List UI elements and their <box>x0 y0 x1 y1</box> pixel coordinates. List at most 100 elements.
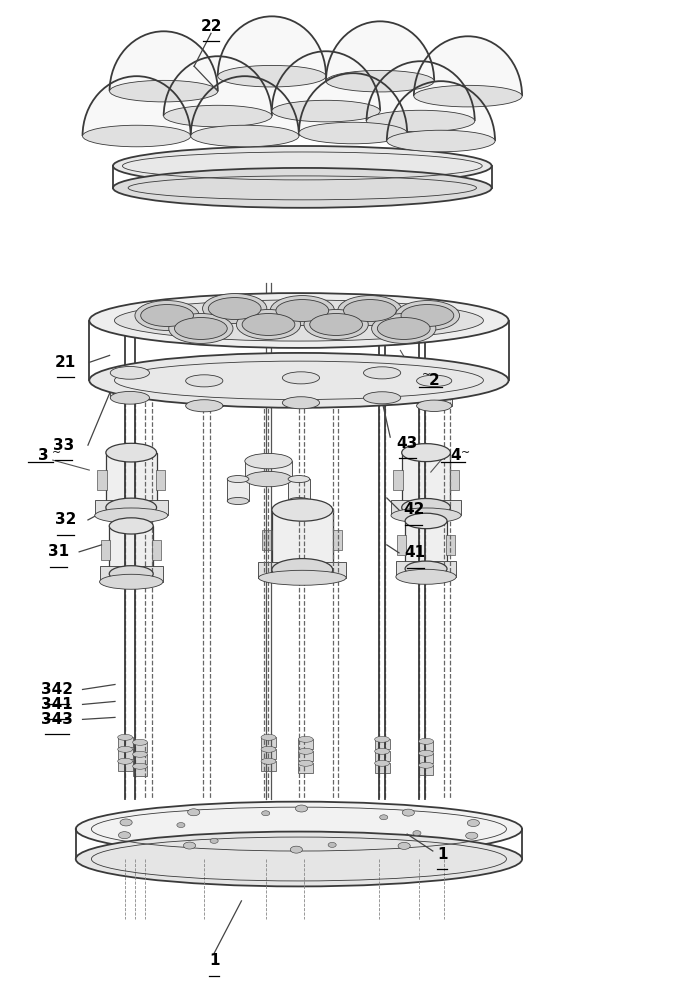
Ellipse shape <box>310 314 363 335</box>
Ellipse shape <box>290 846 302 853</box>
Ellipse shape <box>169 314 233 343</box>
Ellipse shape <box>100 574 163 589</box>
Bar <box>445 535 455 555</box>
Ellipse shape <box>164 105 272 127</box>
Ellipse shape <box>375 760 390 766</box>
Bar <box>298 739 313 749</box>
Bar <box>97 470 107 490</box>
Bar <box>152 540 162 560</box>
Ellipse shape <box>118 832 130 839</box>
Ellipse shape <box>245 453 292 469</box>
Ellipse shape <box>363 367 401 379</box>
Ellipse shape <box>94 508 168 523</box>
Ellipse shape <box>113 146 492 186</box>
Bar <box>419 741 433 751</box>
Text: ~: ~ <box>422 370 431 380</box>
Bar <box>261 761 276 771</box>
Ellipse shape <box>187 809 200 816</box>
Ellipse shape <box>272 559 333 581</box>
Ellipse shape <box>304 310 368 339</box>
Text: 342: 342 <box>41 682 73 697</box>
Text: 1: 1 <box>209 953 219 968</box>
Ellipse shape <box>261 758 276 764</box>
Text: 4: 4 <box>450 448 461 463</box>
Bar <box>100 566 163 582</box>
Ellipse shape <box>109 518 153 534</box>
Ellipse shape <box>378 318 430 339</box>
Ellipse shape <box>288 497 310 505</box>
Ellipse shape <box>419 750 433 756</box>
Bar <box>110 373 149 398</box>
Bar <box>132 754 147 764</box>
Text: 32: 32 <box>55 512 76 527</box>
Bar <box>156 470 166 490</box>
Ellipse shape <box>261 746 276 752</box>
Ellipse shape <box>177 823 185 828</box>
Ellipse shape <box>83 125 191 147</box>
Ellipse shape <box>405 561 447 577</box>
Ellipse shape <box>218 65 326 87</box>
Ellipse shape <box>326 70 434 92</box>
Bar <box>417 381 452 406</box>
Bar <box>259 562 346 578</box>
Ellipse shape <box>401 305 454 326</box>
Ellipse shape <box>295 805 308 812</box>
Ellipse shape <box>175 318 227 339</box>
Ellipse shape <box>90 293 509 348</box>
Bar <box>101 540 111 560</box>
Bar <box>272 510 333 570</box>
Ellipse shape <box>106 443 157 462</box>
Ellipse shape <box>298 760 313 766</box>
Ellipse shape <box>76 832 522 886</box>
Ellipse shape <box>375 736 390 742</box>
Ellipse shape <box>328 842 336 847</box>
Ellipse shape <box>276 300 329 321</box>
Text: 341: 341 <box>41 697 73 712</box>
Ellipse shape <box>419 762 433 768</box>
Bar <box>117 749 132 759</box>
Bar <box>282 378 320 403</box>
Bar <box>117 737 132 747</box>
Text: ~: ~ <box>461 448 471 458</box>
Ellipse shape <box>110 391 149 404</box>
Ellipse shape <box>402 809 414 816</box>
Ellipse shape <box>395 301 460 330</box>
Bar <box>245 461 292 479</box>
Ellipse shape <box>132 763 147 769</box>
Ellipse shape <box>282 397 320 409</box>
Ellipse shape <box>367 110 475 132</box>
Bar <box>419 753 433 763</box>
Ellipse shape <box>132 739 147 745</box>
Text: 2: 2 <box>429 373 439 388</box>
Bar <box>298 751 313 761</box>
Ellipse shape <box>242 314 295 335</box>
Bar <box>261 737 276 747</box>
Bar <box>397 535 407 555</box>
Ellipse shape <box>419 738 433 744</box>
Bar <box>117 761 132 771</box>
Ellipse shape <box>398 842 410 849</box>
Ellipse shape <box>375 748 390 754</box>
Ellipse shape <box>183 842 196 849</box>
Bar <box>375 751 390 761</box>
Bar <box>405 521 447 569</box>
Ellipse shape <box>141 305 194 326</box>
Text: 1: 1 <box>437 847 447 862</box>
Ellipse shape <box>117 734 132 740</box>
Text: ~: ~ <box>52 448 60 458</box>
Bar <box>262 530 272 550</box>
Ellipse shape <box>417 400 452 411</box>
Ellipse shape <box>202 294 267 323</box>
Ellipse shape <box>298 736 313 742</box>
Ellipse shape <box>109 80 218 102</box>
Ellipse shape <box>208 298 261 320</box>
Bar <box>396 561 456 577</box>
Ellipse shape <box>363 392 401 404</box>
Ellipse shape <box>191 125 299 147</box>
Ellipse shape <box>261 734 276 740</box>
Bar <box>393 470 403 490</box>
Ellipse shape <box>115 300 483 341</box>
Bar <box>261 749 276 759</box>
Text: 22: 22 <box>200 19 222 34</box>
Bar <box>227 479 249 501</box>
